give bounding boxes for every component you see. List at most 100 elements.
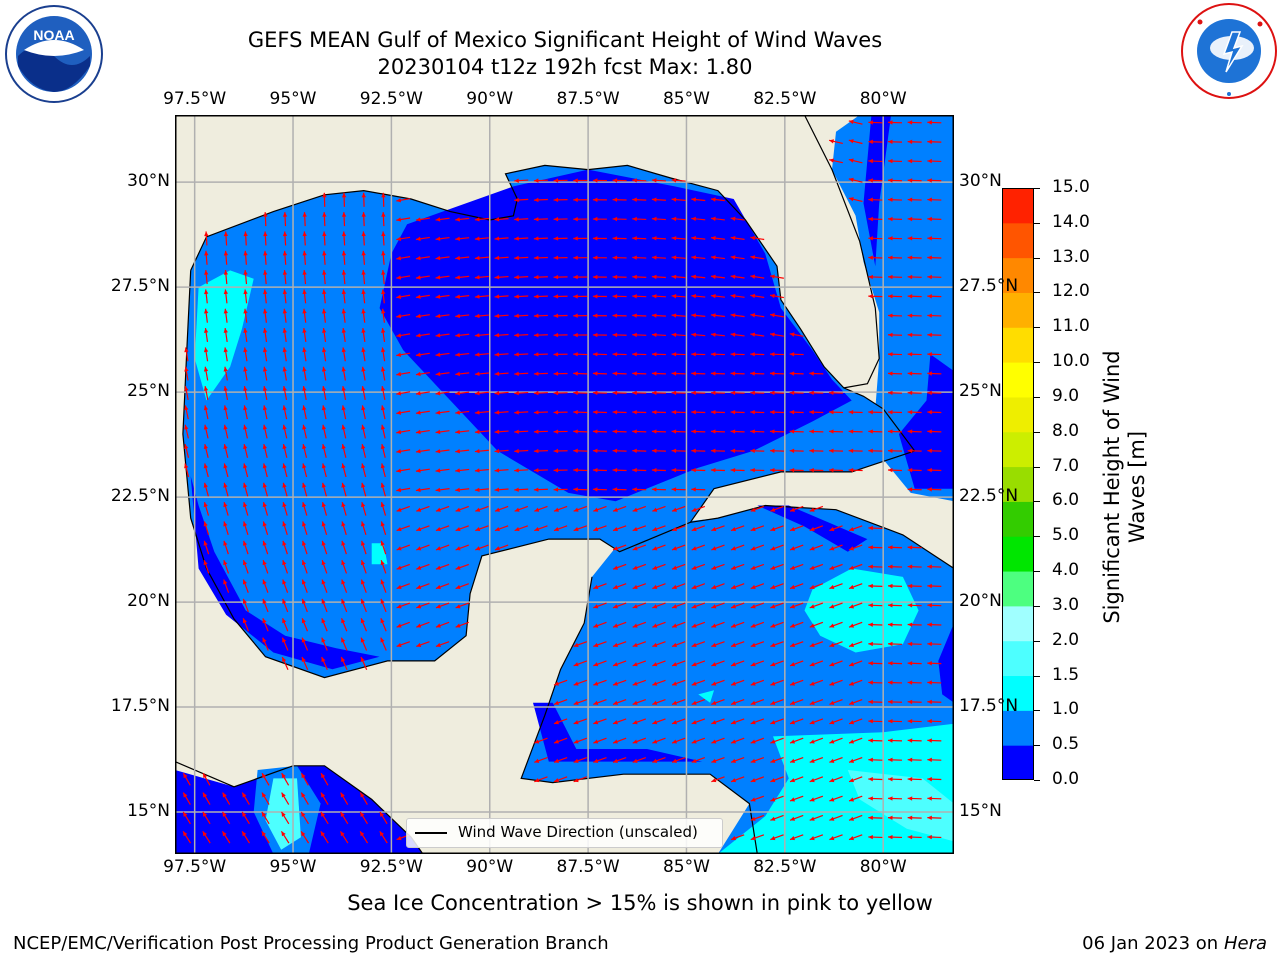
- arrow-head: [341, 212, 347, 217]
- wave-direction-arrow: [242, 618, 250, 632]
- wave-direction-arrow: [396, 449, 411, 454]
- arrow-head: [671, 487, 677, 492]
- wave-direction-arrow: [340, 792, 349, 805]
- arrow-head: [632, 216, 637, 222]
- arrow-head: [632, 178, 637, 183]
- arrow-head: [514, 448, 519, 454]
- wave-direction-arrow: [202, 792, 211, 805]
- wave-direction-arrow: [868, 603, 883, 608]
- wave-direction-arrow: [927, 815, 942, 820]
- arrow-head: [848, 448, 854, 453]
- arrow-head: [514, 332, 519, 338]
- wave-direction-arrow: [360, 579, 367, 593]
- wave-direction-arrow: [809, 429, 824, 434]
- arrow-head: [632, 546, 638, 551]
- lat-tick-right: 27.5°N: [959, 276, 1019, 297]
- arrow-head: [341, 424, 346, 430]
- arrow-head: [770, 313, 775, 318]
- arrow-head: [222, 811, 227, 817]
- arrow-head: [380, 521, 385, 527]
- arrow-head: [202, 831, 207, 837]
- colorbar-tick-label: 10.0: [1052, 351, 1090, 372]
- arrow-head: [691, 274, 696, 279]
- wave-direction-arrow: [573, 737, 588, 744]
- arrow-head: [242, 831, 247, 837]
- lon-tick-top: 85°W: [662, 89, 710, 109]
- arrow-head: [553, 197, 559, 203]
- lon-tick-bottom: 85°W: [662, 857, 710, 877]
- arrow-head: [573, 429, 578, 434]
- wave-direction-arrow: [533, 352, 548, 357]
- wave-direction-arrow: [612, 467, 627, 473]
- arrow-head: [868, 525, 873, 531]
- arrow-head: [435, 371, 441, 377]
- arrow-head: [435, 352, 441, 357]
- arrow-head: [770, 604, 776, 609]
- wave-direction-arrow: [573, 390, 588, 396]
- wave-direction-arrow: [455, 602, 469, 609]
- wave-direction-arrow: [652, 602, 666, 609]
- wave-direction-arrow: [907, 158, 922, 164]
- arrow-head: [455, 429, 460, 435]
- wave-direction-arrow: [514, 371, 529, 376]
- wave-direction-arrow: [592, 255, 607, 260]
- wave-direction-arrow: [380, 598, 387, 613]
- arrow-head: [691, 604, 697, 609]
- wave-direction-arrow: [281, 618, 289, 632]
- arrow-head: [301, 560, 307, 566]
- arrow-head: [770, 681, 776, 686]
- arrow-head: [849, 739, 855, 744]
- wave-direction-arrow: [927, 467, 942, 473]
- arrow-head: [242, 618, 247, 624]
- wave-direction-arrow: [435, 294, 450, 299]
- wave-direction-arrow: [320, 811, 329, 825]
- wave-direction-arrow: [868, 622, 883, 627]
- wave-direction-arrow: [789, 467, 804, 473]
- wave-direction-arrow: [396, 352, 411, 357]
- arrow-head: [243, 502, 248, 508]
- wave-direction-arrow: [573, 294, 588, 299]
- wave-direction-arrow: [711, 776, 725, 783]
- wave-direction-arrow: [573, 487, 588, 492]
- wave-direction-arrow: [651, 216, 666, 222]
- wave-direction-arrow: [691, 448, 706, 453]
- arrow-head: [829, 139, 835, 144]
- arrow-head: [396, 468, 402, 473]
- arrow-head: [868, 564, 873, 569]
- arrow-head: [380, 502, 385, 508]
- wave-direction-arrow: [415, 275, 430, 280]
- wave-direction-arrow: [396, 468, 411, 473]
- wave-direction-arrow: [769, 332, 784, 337]
- wave-direction-arrow: [360, 656, 368, 671]
- arrow-head: [494, 255, 500, 261]
- wave-direction-arrow: [380, 521, 387, 536]
- arrow-head: [223, 328, 228, 333]
- arrow-head: [651, 313, 657, 318]
- wave-direction-arrow: [632, 525, 647, 532]
- arrow-head: [203, 521, 208, 527]
- wave-direction-arrow: [632, 583, 647, 590]
- wave-direction-arrow: [396, 371, 411, 377]
- wave-direction-arrow: [361, 521, 367, 536]
- arrow-head: [415, 236, 421, 241]
- wave-direction-arrow: [282, 366, 287, 381]
- arrow-head: [379, 811, 385, 817]
- wave-direction-arrow: [829, 158, 843, 164]
- wave-direction-arrow: [711, 525, 725, 532]
- wave-direction-arrow: [691, 641, 706, 648]
- arrow-head: [652, 623, 658, 628]
- wave-direction-arrow: [809, 814, 824, 821]
- arrow-head: [632, 332, 637, 338]
- wave-direction-arrow: [887, 776, 903, 782]
- low-wave-zone-5: [533, 702, 703, 762]
- arrow-head: [809, 700, 815, 705]
- wave-direction-arrow: [711, 660, 725, 667]
- low-wave-zone-6: [938, 623, 954, 703]
- arrow-head: [320, 792, 326, 798]
- arrow-head: [652, 507, 658, 512]
- arrow-head: [612, 390, 618, 396]
- arrow-head: [415, 275, 421, 280]
- arrow-head: [849, 526, 855, 532]
- wave-direction-arrow: [455, 333, 470, 338]
- arrow-head: [494, 333, 500, 338]
